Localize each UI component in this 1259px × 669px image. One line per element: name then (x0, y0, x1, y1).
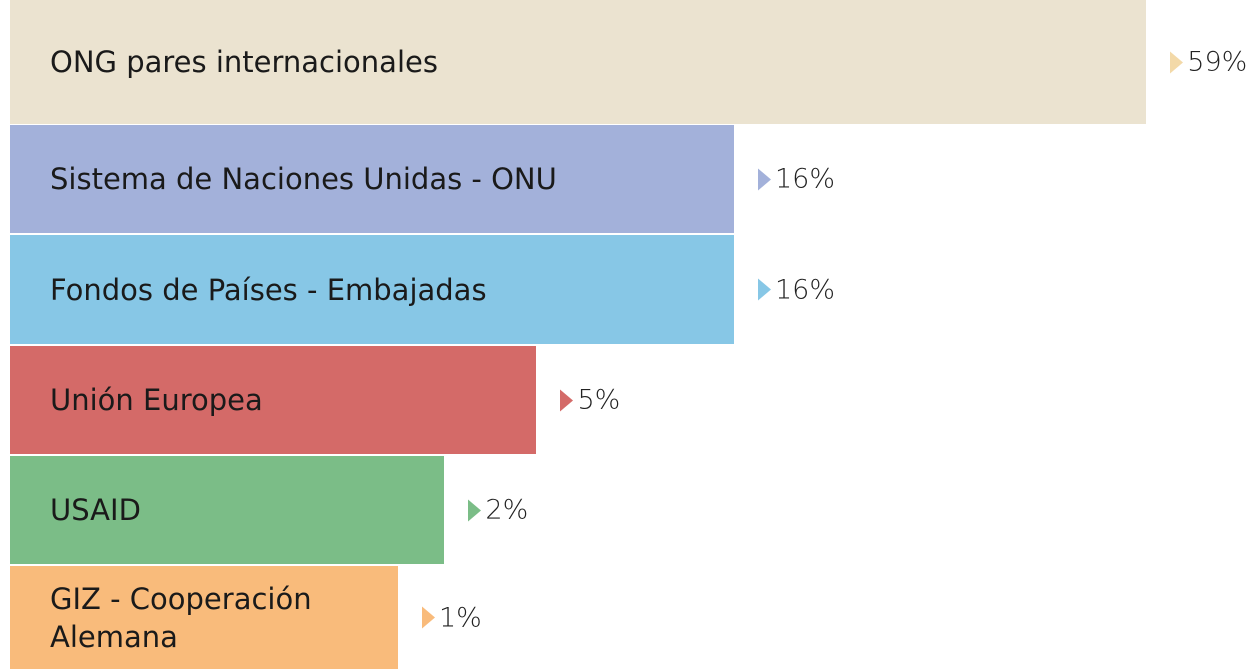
category-label: Unión Europea (50, 383, 263, 417)
category-label: Fondos de Países - Embajadas (50, 272, 487, 307)
value-label-group: 2% (468, 495, 528, 526)
value-label: 59% (1187, 46, 1248, 78)
value-label-group: 5% (560, 385, 620, 416)
category-label: ONG pares internacionales (50, 45, 438, 79)
bar (10, 456, 445, 564)
value-label-group: 59% (1170, 47, 1247, 78)
value-label-group: 1% (422, 602, 482, 633)
marker (468, 499, 482, 521)
bar (10, 0, 1147, 124)
marker (560, 389, 574, 411)
value-label-group: 16% (758, 164, 835, 195)
value-label: 2% (485, 494, 529, 526)
bar (10, 235, 734, 344)
category-label: GIZ - Cooperación Alemana (50, 581, 312, 654)
bar (10, 125, 734, 233)
marker (422, 606, 435, 629)
value-label: 1% (439, 602, 482, 633)
category-label: Sistema de Naciones Unidas - ONU (50, 162, 557, 196)
value-label-group: 16% (758, 274, 835, 305)
marker (758, 168, 771, 190)
bar (10, 566, 398, 669)
value-label: 5% (577, 384, 621, 416)
bar (10, 346, 537, 454)
marker (758, 278, 771, 301)
value-label: 16% (775, 163, 836, 195)
value-label: 16% (775, 274, 836, 305)
category-label: USAID (50, 493, 141, 527)
marker (1170, 51, 1184, 73)
